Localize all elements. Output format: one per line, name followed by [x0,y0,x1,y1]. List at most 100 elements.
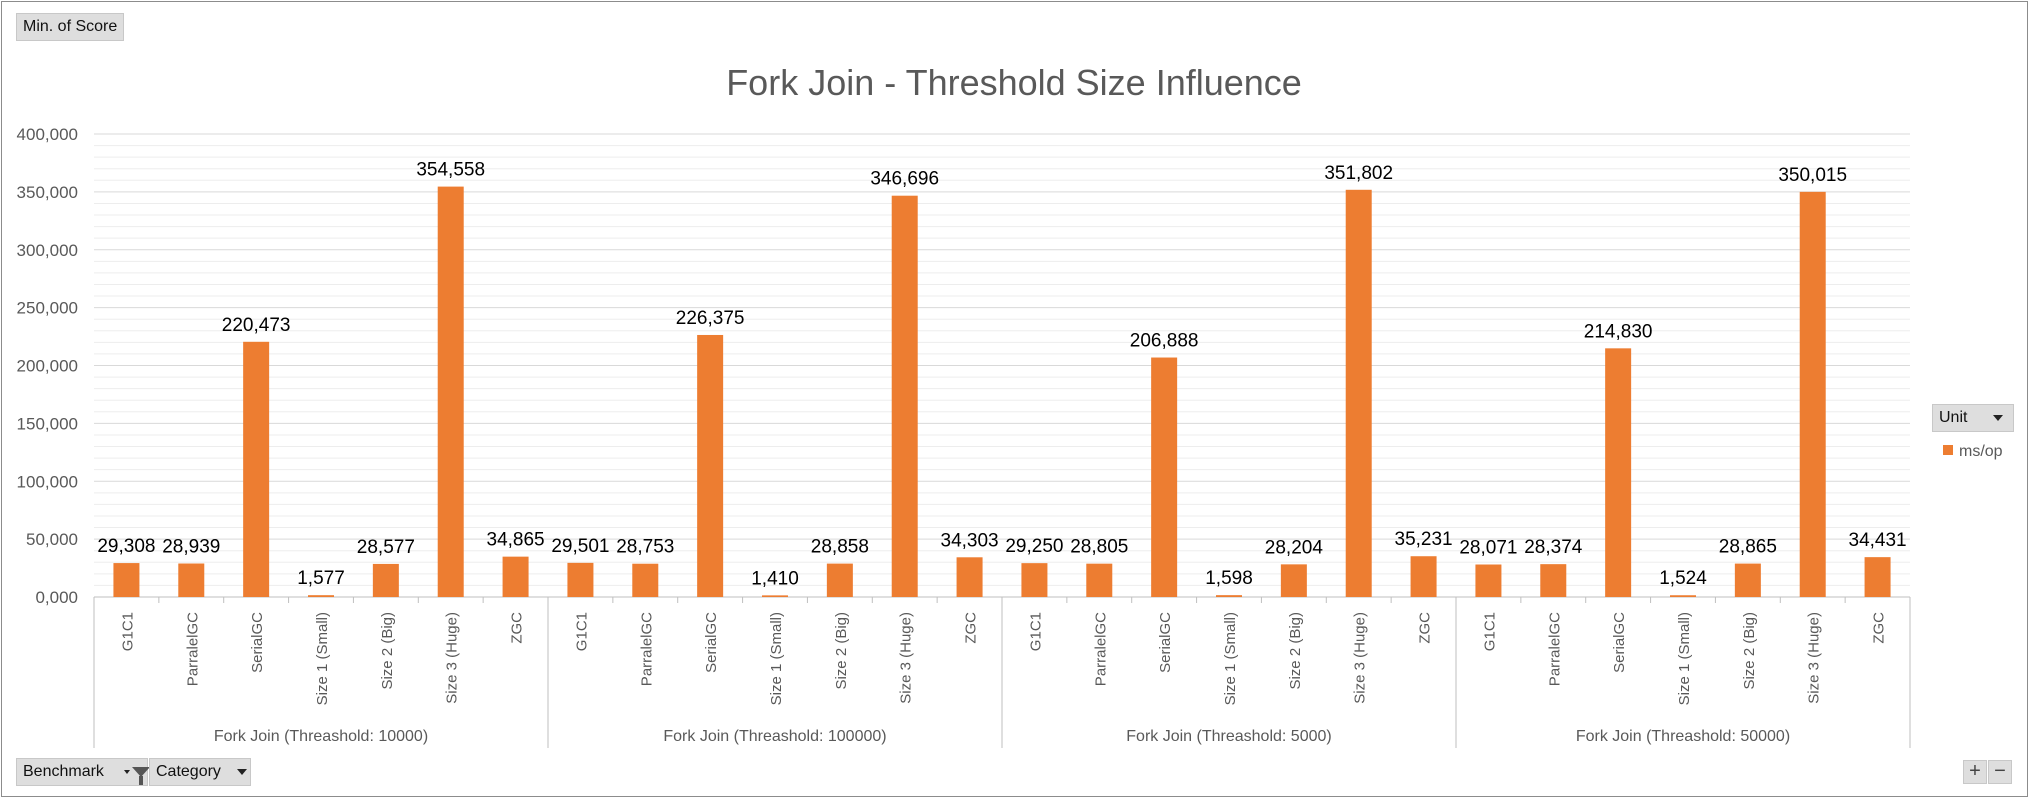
bar [113,563,140,597]
x-tick-label: ParralelGC [1092,612,1109,686]
category-field-button[interactable]: Category [149,758,251,786]
bar [1280,564,1307,597]
group-label: Fork Join (Threashold: 10000) [214,728,428,745]
bar [1670,595,1696,597]
data-label: 1,410 [751,568,799,589]
values-field-label: Min. of Score [23,18,118,35]
x-tick-label: SerialGC [703,612,720,673]
bar [1799,191,1826,597]
data-label: 29,250 [1005,536,1063,557]
filter-icon [131,766,150,785]
minor-gridlines [94,145,1910,586]
data-label: 28,939 [162,537,220,558]
chevron-down-icon [123,769,130,774]
bar [1345,189,1372,597]
data-label: 28,071 [1459,538,1517,559]
x-tick-label: Size 1 (Small) [768,612,785,705]
data-label: 346,696 [870,169,939,190]
x-tick-label: ZGC [963,612,980,644]
data-label: 28,577 [357,537,415,558]
chevron-down-icon [1993,414,2004,421]
bar [891,195,918,597]
bar [1151,357,1178,597]
data-label: 1,524 [1659,568,1707,589]
zoom-out-button[interactable]: − [1988,760,2012,784]
bar [762,595,788,597]
bar [632,563,659,597]
y-tick-label: 150,000 [17,414,78,433]
x-tick-label: Size 3 (Huge) [1352,612,1369,704]
bar [178,563,205,597]
x-tick-label: G1C1 [1027,612,1044,651]
data-label: 29,308 [97,536,155,557]
bar [372,563,399,597]
zoom-in-button[interactable]: + [1963,760,1987,784]
plus-icon: + [1969,760,1981,782]
chart-title: Fork Join - Threshold Size Influence [726,62,1302,103]
bar [826,563,853,597]
bar [567,562,594,597]
y-tick-label: 300,000 [17,241,78,260]
bar [308,595,334,597]
x-tick-label: SerialGC [1157,612,1174,673]
x-tick-label: ParralelGC [184,612,201,686]
data-label: 28,805 [1070,537,1128,558]
x-tick-label: Size 3 (Huge) [1806,612,1823,704]
bar [1864,557,1891,597]
x-tick-label: Size 2 (Big) [1741,612,1758,690]
x-tick-label: ParralelGC [1546,612,1563,686]
data-label: 214,830 [1584,321,1653,342]
x-tick-label: Size 2 (Big) [379,612,396,690]
bar [1410,556,1437,597]
data-labels: 29,308 28,939 220,473 1,577 28,577 354,558 34,… [97,160,1906,590]
benchmark-field-button[interactable]: Benchmark [16,758,150,786]
bar [437,186,464,597]
legend-swatch [1943,445,1953,455]
bar [697,334,724,597]
y-tick-label: 200,000 [17,357,78,376]
bar [1216,595,1242,597]
x-tick-label: G1C1 [1481,612,1498,651]
x-tick-label: Size 3 (Huge) [898,612,915,704]
data-label: 354,558 [416,160,485,181]
data-label: 34,431 [1849,530,1907,551]
group-label: Fork Join (Threashold: 100000) [663,728,886,745]
x-tick-label: SerialGC [249,612,266,673]
data-label: 34,865 [487,530,545,551]
y-tick-label: 250,000 [17,299,78,318]
x-tick-label: G1C1 [119,612,136,651]
bar [956,557,983,597]
x-tick-label: Size 2 (Big) [833,612,850,690]
benchmark-field-label: Benchmark [23,763,104,780]
unit-field-button[interactable]: Unit [1932,404,2014,432]
data-label: 28,753 [616,537,674,558]
bar [1021,563,1048,597]
bars [113,186,1891,597]
x-tick-label: G1C1 [573,612,590,651]
x-tick-label: Size 1 (Small) [1676,612,1693,705]
data-label: 28,865 [1719,537,1777,558]
data-label: 350,015 [1778,165,1847,186]
data-label: 351,802 [1324,163,1393,184]
x-tick-label: ZGC [509,612,526,644]
x-tick-label: Size 1 (Small) [314,612,331,705]
data-label: 28,374 [1524,537,1583,558]
y-tick-label: 50,000 [26,530,78,549]
data-label: 206,888 [1130,331,1199,352]
data-label: 226,375 [676,308,745,329]
x-tick-label: ParralelGC [638,612,655,686]
x-tick-label: Size 2 (Big) [1287,612,1304,690]
y-axis-tick-labels: 0,000 50,000 100,000 150,000 200,000 250,000 3… [17,125,78,607]
data-label: 220,473 [222,315,291,336]
data-label: 34,303 [941,530,999,551]
data-label: 1,577 [297,568,345,589]
x-tick-label: ZGC [1417,612,1434,644]
chevron-down-icon [236,768,247,775]
x-tick-label: Size 3 (Huge) [444,612,461,704]
x-axis: G1C1 ParralelGC SerialGC Size 1 (Small) Size… [93,597,1911,748]
group-label: Fork Join (Threashold: 50000) [1576,728,1790,745]
values-field-button[interactable]: Min. of Score [16,13,125,41]
data-label: 1,598 [1205,568,1253,589]
bar [1605,348,1632,597]
